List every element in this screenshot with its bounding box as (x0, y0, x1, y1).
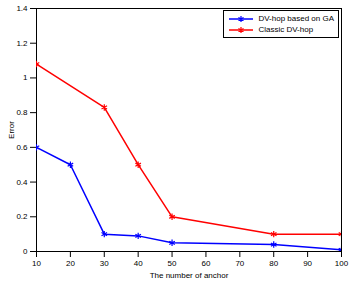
svg-text:100: 100 (335, 259, 349, 268)
svg-text:1.4: 1.4 (16, 4, 28, 13)
svg-text:Error: Error (7, 121, 16, 139)
svg-text:0: 0 (23, 247, 28, 256)
svg-text:0.2: 0.2 (16, 212, 28, 221)
svg-text:90: 90 (303, 259, 312, 268)
svg-text:0.4: 0.4 (16, 178, 28, 187)
svg-text:40: 40 (134, 259, 143, 268)
svg-text:70: 70 (235, 259, 244, 268)
svg-text:60: 60 (201, 259, 210, 268)
svg-text:50: 50 (168, 259, 177, 268)
svg-text:20: 20 (66, 259, 75, 268)
svg-text:10: 10 (32, 259, 41, 268)
svg-text:0.8: 0.8 (16, 108, 28, 117)
html-text:DV-hop based on GA: DV-hop based on GA (258, 14, 334, 23)
svg-text:80: 80 (269, 259, 278, 268)
svg-text:1.2: 1.2 (16, 39, 28, 48)
svg-text:The number of anchor: The number of anchor (150, 271, 229, 280)
svg-text:0.6: 0.6 (16, 143, 28, 152)
html-text:Classic DV-hop: Classic DV-hop (258, 25, 314, 34)
svg-text:30: 30 (100, 259, 109, 268)
svg-text:1: 1 (23, 73, 28, 82)
